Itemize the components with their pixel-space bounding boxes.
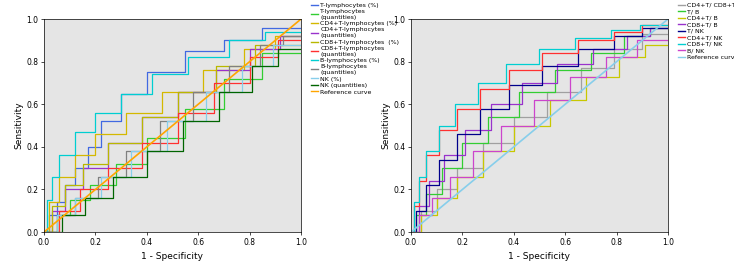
Y-axis label: Sensitivity: Sensitivity [382,102,390,149]
Legend: T-lymphocytes (%), T-lymphocytes
(quantities), CD4+T-lymphocytes (%), CD4+T-lymp: T-lymphocytes (%), T-lymphocytes (quanti… [308,0,401,97]
Legend: CD4+T/ CD8+T, T/ B, CD4+T/ B, CD8+T/ B, T/ NK, CD4+T/ NK, CD8+T/ NK, B/ NK, Refe: CD4+T/ CD8+T, T/ B, CD4+T/ B, CD8+T/ B, … [675,0,734,62]
X-axis label: 1 - Specificity: 1 - Specificity [142,252,203,261]
Y-axis label: Sensitivity: Sensitivity [15,102,23,149]
X-axis label: 1 - Specificity: 1 - Specificity [509,252,570,261]
